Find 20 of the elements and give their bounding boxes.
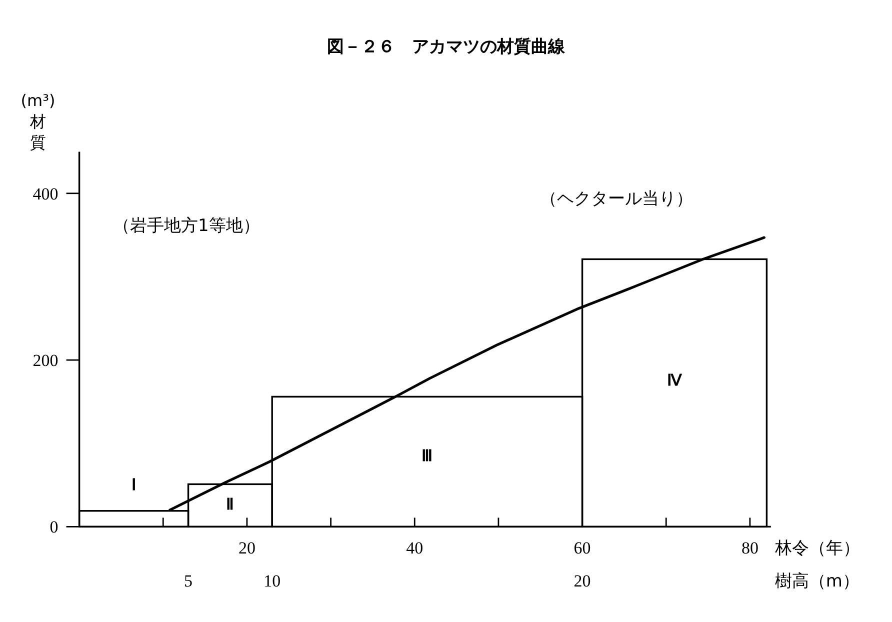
chart-title: 図－２６ アカマツの材質曲線 bbox=[327, 37, 566, 57]
annotation: Ⅲ bbox=[422, 448, 433, 466]
annotation: Ⅱ bbox=[226, 496, 234, 514]
x-axis-title: 林令（年） bbox=[774, 538, 860, 559]
y-tick-label: 0 bbox=[50, 518, 58, 537]
x-tick-label: 60 bbox=[574, 538, 591, 558]
annotation: Ⅰ bbox=[131, 476, 136, 494]
y-tick-label: 200 bbox=[32, 351, 58, 370]
x-tick-label: 20 bbox=[238, 538, 256, 558]
text: 20 bbox=[574, 572, 591, 591]
x2-axis-title: 樹高（m） bbox=[774, 572, 860, 592]
text: 10 bbox=[264, 572, 281, 591]
text: 5 bbox=[184, 572, 193, 591]
y-axis-title: (m³)材質 bbox=[20, 91, 56, 152]
x-tick-label: 80 bbox=[741, 538, 758, 558]
y-tick-label: 400 bbox=[32, 184, 58, 204]
annotation: （ヘクタール当り） bbox=[540, 189, 693, 209]
annotation: Ⅳ bbox=[666, 372, 683, 390]
annotation: （岩手地方1等地） bbox=[113, 216, 260, 236]
x-tick-label: 40 bbox=[406, 538, 424, 558]
